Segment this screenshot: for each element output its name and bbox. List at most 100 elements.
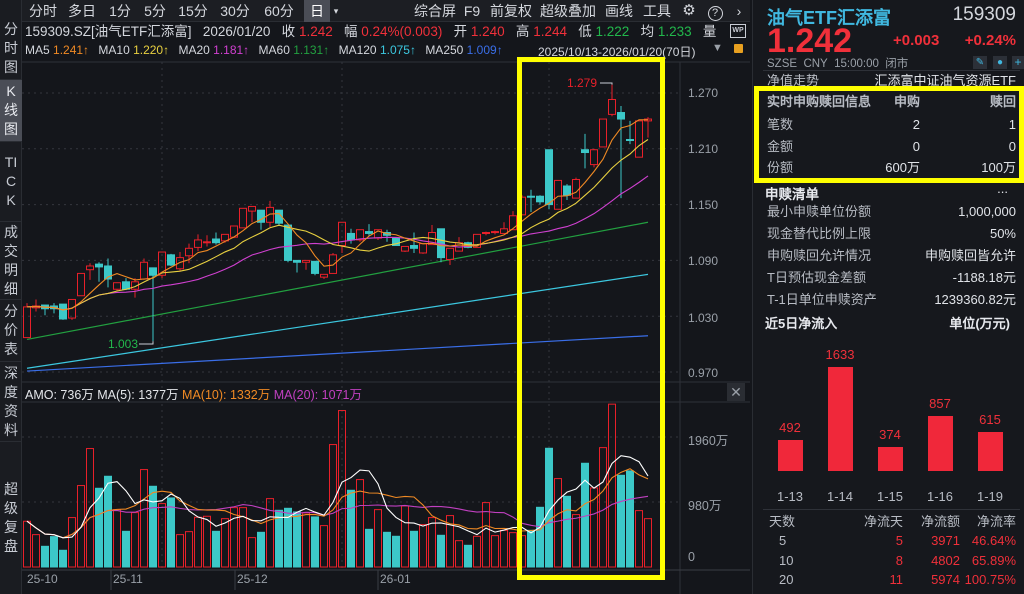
netflow-cell: 10 — [779, 552, 794, 568]
tab-period-15min[interactable]: 15分 — [178, 3, 208, 19]
nav-trend-row[interactable]: 净值走势 汇添富中证油气资源ETF — [767, 71, 1016, 91]
sidebar-item-price-table[interactable]: 分价表 — [0, 300, 22, 362]
price-change: +0.003 — [893, 32, 940, 49]
super-overlay-button[interactable]: 超级叠加 — [540, 3, 596, 19]
gear-icon[interactable]: ⚙ — [682, 2, 696, 19]
lock-icon[interactable] — [734, 44, 743, 53]
vol-ma10-line — [26, 468, 649, 539]
volume-bar — [158, 503, 166, 568]
list-row-value: 申购赎回皆允许 — [924, 248, 1016, 263]
realtime-row: 金额 0 0 — [767, 137, 1016, 156]
volume-bar — [176, 534, 184, 568]
x-axis-label: 25-11 — [113, 572, 143, 586]
ma120-line — [26, 273, 649, 369]
price-tick: 0.970 — [688, 366, 719, 380]
col-days: 天数 — [769, 514, 796, 529]
close-indicator-icon[interactable]: ✕ — [727, 383, 745, 401]
volume-bar — [230, 507, 238, 568]
candle-down — [284, 224, 292, 261]
volume-bar — [446, 515, 454, 568]
list-row: T-1日单位申赎资产 1239360.82元 — [767, 290, 1016, 310]
volume-bar — [455, 540, 463, 568]
candle-up — [419, 243, 427, 254]
sidebar-item-kline[interactable]: K线图 — [0, 80, 22, 142]
volume-bar — [311, 516, 319, 568]
volume-bar — [383, 531, 391, 568]
sidebar-item-tick[interactable]: TICK — [0, 142, 22, 222]
help-icon[interactable]: ? — [704, 0, 726, 22]
ma-value: 1.075↑ — [379, 43, 420, 57]
chevron-right-icon[interactable]: › — [736, 3, 742, 19]
list-row-label: T日预估现金差额 — [767, 270, 866, 285]
netflow-table-header: 天数 净流天 净流额 净流率 — [767, 512, 1016, 531]
candle-up — [482, 232, 490, 234]
volume-bar — [356, 479, 364, 568]
candle-up — [131, 281, 139, 290]
candle-up — [302, 259, 310, 263]
volume-bar — [464, 544, 472, 568]
volume-bar — [347, 489, 355, 568]
candle-up — [176, 257, 184, 270]
volume-bar — [473, 535, 481, 568]
candle-down — [257, 209, 265, 223]
col-net-rate: 净流率 — [976, 514, 1016, 529]
tools-button[interactable]: 工具 — [643, 3, 671, 19]
sidebar-item-trade-detail[interactable]: 成交明细 — [0, 222, 22, 300]
candle-up — [554, 179, 562, 210]
max-price-annotation: 1.279 — [567, 76, 598, 90]
sidebar-item-super-review[interactable]: 超级复盘 — [0, 442, 22, 594]
candle-down — [626, 139, 634, 141]
price-change-pct: +0.24% — [964, 32, 1016, 49]
candle-up — [203, 241, 211, 244]
price-tick: 1.210 — [688, 142, 719, 156]
tab-period-timeshare[interactable]: 分时 — [29, 3, 57, 19]
tab-period-5min[interactable]: 5分 — [144, 3, 166, 19]
volume-bar — [491, 535, 499, 568]
tab-period-multiday[interactable]: 多日 — [68, 3, 96, 19]
edit-icon[interactable]: ✎ — [973, 56, 987, 69]
add-icon[interactable]: + — [1012, 56, 1024, 69]
bell-icon[interactable]: ● — [993, 56, 1007, 69]
f9-button[interactable]: F9 — [463, 3, 481, 19]
list-row-value: 50% — [989, 226, 1016, 241]
candle-down — [293, 259, 301, 263]
volume-tick: 0 — [688, 550, 695, 564]
wp-icon[interactable]: WP — [730, 24, 746, 38]
candle-down — [104, 265, 112, 280]
netflow-table-row: 20 11 5974 100.75% — [767, 570, 1016, 589]
nav-fund-name: 汇添富中证油气资源ETF — [874, 73, 1016, 88]
drawing-button[interactable]: 画线 — [605, 3, 633, 19]
tab-period-30min[interactable]: 30分 — [220, 3, 250, 19]
candle-up — [608, 99, 616, 115]
volume-bar — [563, 495, 571, 568]
composite-screen-button[interactable]: 综合屏 — [414, 3, 456, 19]
ma-value: 1.241↑ — [53, 43, 93, 57]
sidebar-item-depth-data[interactable]: 深度资料 — [0, 362, 22, 442]
tab-period-1min[interactable]: 1分 — [109, 3, 131, 19]
sidebar-item-timeshare[interactable]: 分时图 — [0, 18, 22, 80]
more-button[interactable]: ... — [997, 181, 1008, 196]
period-dropdown-icon[interactable]: ▾ — [333, 6, 339, 16]
volume-bar — [410, 530, 418, 568]
col-net-days: 净流天 — [863, 514, 903, 529]
forward-adjust-button[interactable]: 前复权 — [490, 3, 532, 19]
row-label: 金额 — [767, 139, 794, 154]
tab-period-daily[interactable]: 日 — [304, 0, 330, 22]
redeem-value: 0 — [1008, 139, 1016, 154]
quote-panel: 油气ETF汇添富 159309 1.242 +0.003 +0.24% SZSE… — [752, 0, 1024, 594]
tab-period-60min[interactable]: 60分 — [264, 3, 294, 19]
netflow-date-label: 1-19 — [976, 489, 1004, 504]
candle-up — [320, 273, 328, 278]
sidebar-item-label: 超级复盘 — [4, 481, 18, 554]
candle-up — [158, 251, 166, 276]
low-value: 1.222 — [595, 24, 630, 39]
sidebar-item-label: 深度资料 — [4, 364, 18, 438]
list-row: 最小申赎单位份额 1,000,000 — [767, 202, 1016, 222]
realtime-row: 份额 600万 100万 — [767, 158, 1016, 177]
range-dropdown-icon[interactable]: ▼ — [712, 42, 723, 54]
close-value: 1.242 — [298, 24, 333, 39]
netflow-bar-chart: 492 1-13 1633 1-14 374 1-15 857 1-16 615 1-19 — [753, 0, 1024, 520]
kline-chart[interactable] — [0, 0, 752, 594]
netflow-cell: 5 — [895, 533, 903, 548]
volume-bar — [122, 530, 130, 568]
